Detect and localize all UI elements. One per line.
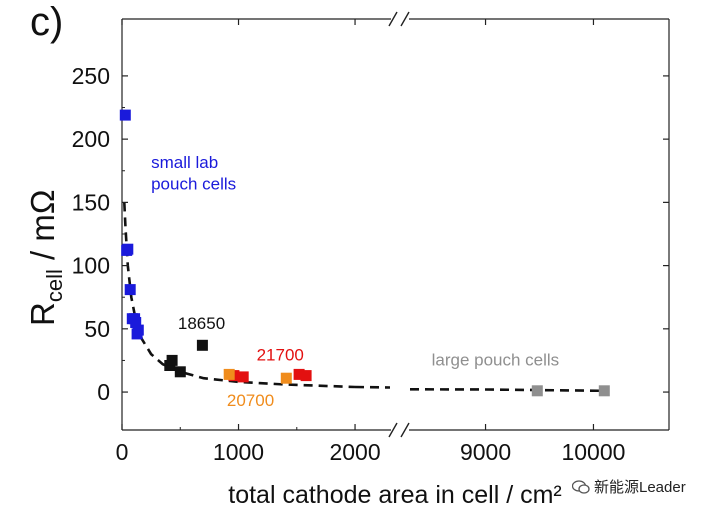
data-point-c20700 <box>280 372 292 384</box>
axis-break-mark <box>400 422 410 438</box>
data-point-c21700 <box>300 370 312 382</box>
y-axis-label: Rcell / mΩ <box>24 189 67 326</box>
annotation-small_lab: small lab <box>151 153 218 172</box>
data-point-c18650 <box>196 339 208 351</box>
data-point-small_lab <box>132 324 144 336</box>
x-tick-label: 1000 <box>213 439 264 465</box>
data-point-small_lab <box>130 317 142 328</box>
panel-label: c) <box>30 0 64 44</box>
y-tick-label: 50 <box>84 316 110 342</box>
y-tick-label: 100 <box>72 253 110 279</box>
y-axis-label-main: R <box>24 302 61 326</box>
data-point-c20700 <box>223 368 235 380</box>
data-point-c21700 <box>237 371 249 383</box>
axes: 0 50 100 150 200 250 0 1000 2000 9000 10000 total c… <box>24 19 669 509</box>
data-point-c18650 <box>166 354 178 366</box>
data-point-small_lab <box>124 284 136 296</box>
wechat-icon <box>572 479 590 494</box>
x-tick-label: 10000 <box>561 439 625 465</box>
x-axis-label: total cathode area in cell / cm² <box>228 481 562 509</box>
data-points <box>119 109 610 397</box>
fit-curve-left <box>123 202 356 389</box>
x-tick-label: 2000 <box>329 439 380 465</box>
x-tick-label: 0 <box>116 439 129 465</box>
y-tick-label: 250 <box>72 63 110 89</box>
y-tick-label: 0 <box>97 379 110 405</box>
x-tick-label: 9000 <box>460 439 511 465</box>
annotations: small lab pouch cells 18650 21700 20700 large… <box>151 153 559 410</box>
data-point-large_pouch <box>531 385 543 397</box>
axis-break-mark <box>388 11 398 27</box>
axis-break-mark <box>400 11 410 27</box>
annotation-c21700: 21700 <box>257 345 304 364</box>
y-tick-label: 150 <box>72 189 110 215</box>
data-point-large_pouch <box>598 385 610 397</box>
y-axis-label-sub: cell <box>42 269 67 302</box>
annotation-large_pouch: large pouch cells <box>432 351 560 370</box>
fit-curve-right <box>354 385 605 393</box>
y-axis-label-unit: / mΩ <box>24 189 61 269</box>
data-point-small_lab <box>119 109 131 121</box>
annotation-c18650: 18650 <box>178 314 225 333</box>
data-point-c18650 <box>174 366 186 378</box>
annotation-c20700: 20700 <box>227 391 274 410</box>
watermark-text: 新能源Leader <box>594 479 686 496</box>
annotation-small_lab: pouch cells <box>151 175 236 194</box>
data-point-c21700 <box>293 368 305 380</box>
plot-frame <box>121 11 670 438</box>
data-point-small_lab <box>122 243 134 255</box>
axis-break-mark <box>388 422 398 438</box>
watermark: 新能源Leader <box>568 474 690 499</box>
y-tick-label: 200 <box>72 126 110 152</box>
